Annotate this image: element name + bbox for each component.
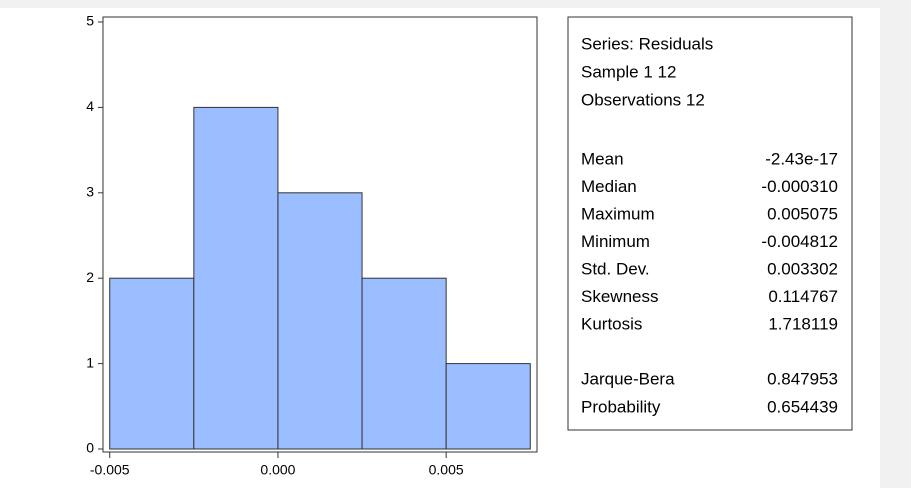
x-tick-label: 0.005 — [429, 462, 464, 478]
stat-label: Kurtosis — [581, 314, 642, 333]
bar — [193, 106, 279, 450]
stat-label: Median — [581, 177, 637, 196]
bar — [445, 363, 531, 450]
stat-label: Mean — [581, 149, 624, 168]
stats-box — [567, 16, 853, 431]
stat-value: 0.005075 — [767, 204, 838, 223]
stat-value: 0.114767 — [768, 287, 838, 306]
stat-value: 0.003302 — [767, 259, 838, 278]
y-tick-label: 5 — [86, 13, 94, 29]
stats-header: Observations 12 — [581, 90, 705, 109]
bar — [361, 277, 447, 450]
x-tick-label: -0.005 — [90, 462, 130, 478]
y-tick-label: 3 — [86, 184, 94, 200]
stat-value: -0.004812 — [761, 232, 838, 251]
bar — [109, 277, 195, 450]
y-tick-label: 1 — [86, 354, 94, 370]
stat-value: -2.43e-17 — [765, 149, 838, 168]
y-tick-label: 2 — [86, 269, 94, 285]
stat-label: Maximum — [581, 204, 655, 223]
stat-label: Probability — [581, 397, 661, 416]
stat-value: 0.847953 — [767, 369, 838, 388]
y-tick-label: 0 — [86, 440, 94, 456]
stat-value: -0.000310 — [761, 177, 838, 196]
stat-value: 1.718119 — [768, 314, 838, 333]
x-tick-label: 0.000 — [260, 462, 295, 478]
y-tick-label: 4 — [86, 98, 94, 114]
stats-header: Series: Residuals — [581, 34, 713, 53]
bar — [277, 192, 363, 450]
stat-label: Minimum — [581, 232, 650, 251]
stat-label: Std. Dev. — [581, 259, 650, 278]
stat-value: 0.654439 — [767, 397, 838, 416]
stats-header: Sample 1 12 — [581, 62, 676, 81]
stat-label: Jarque-Bera — [581, 369, 675, 388]
stat-label: Skewness — [581, 287, 658, 306]
